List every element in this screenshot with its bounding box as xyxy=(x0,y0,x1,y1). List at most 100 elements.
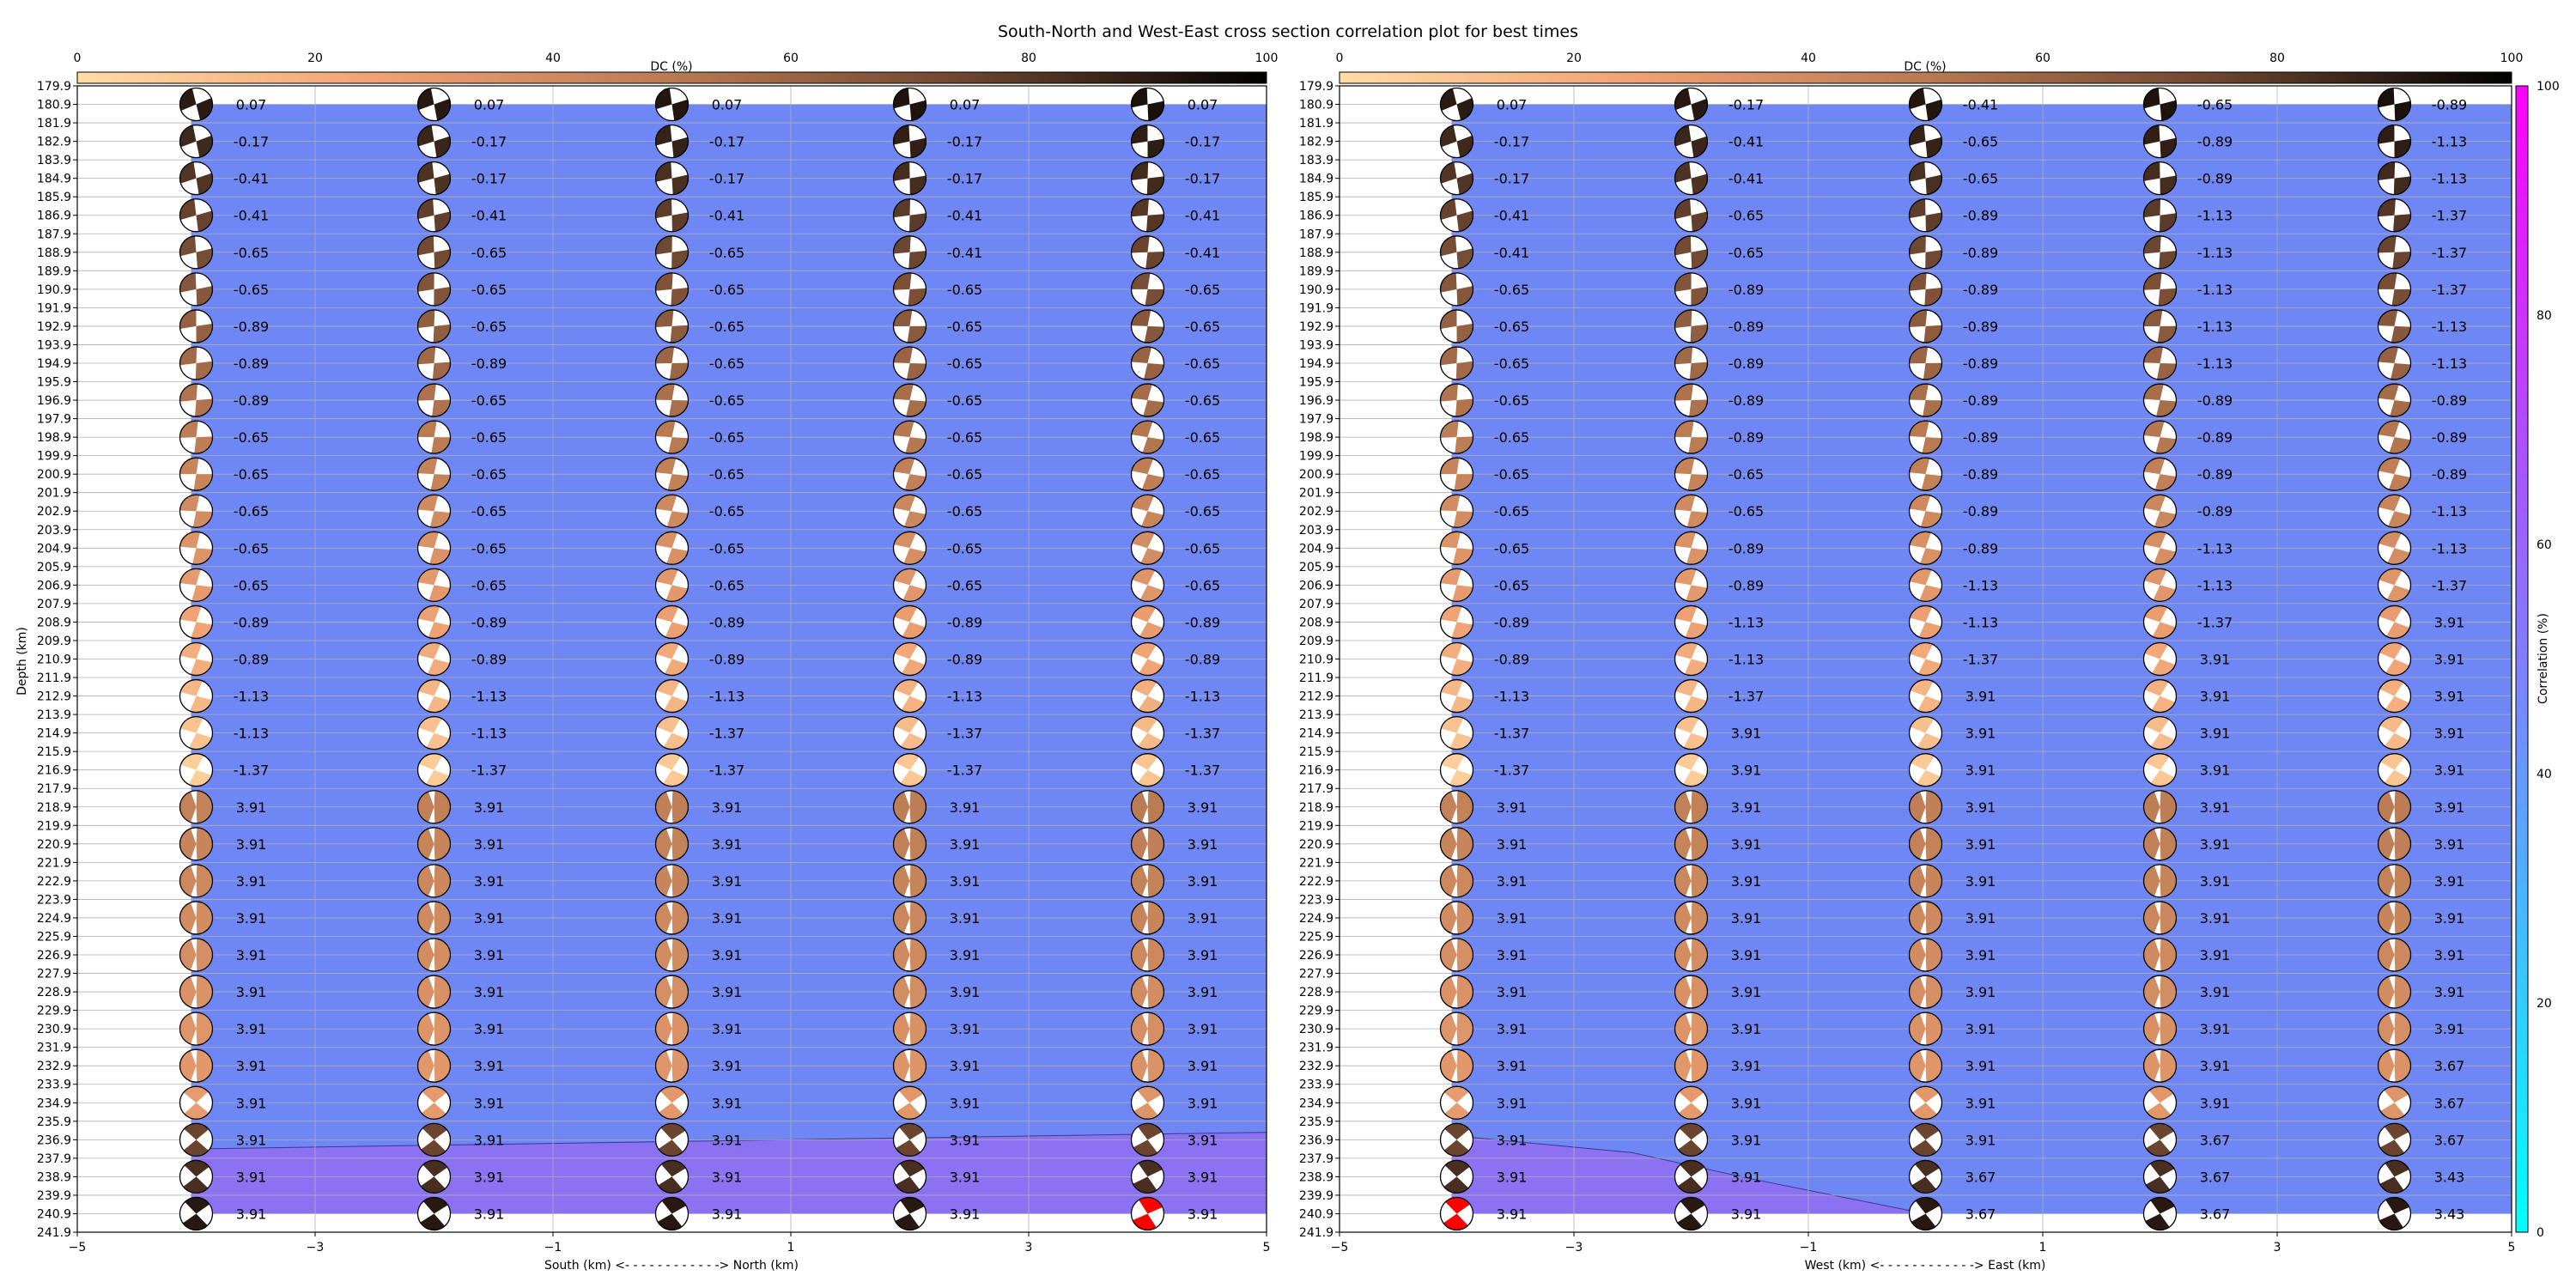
beachball xyxy=(654,901,690,935)
value-label: -0.17 xyxy=(1494,171,1529,187)
value-label: -0.65 xyxy=(1185,503,1220,519)
value-label: -1.13 xyxy=(2197,319,2233,335)
beachball xyxy=(179,272,214,307)
value-label: -0.89 xyxy=(1963,466,1998,483)
value-label: 3.91 xyxy=(236,1058,267,1074)
beachball xyxy=(892,1159,927,1194)
beachball xyxy=(179,568,214,603)
beachball xyxy=(892,605,927,640)
value-label: 3.91 xyxy=(474,836,505,853)
value-label: -0.65 xyxy=(1728,503,1764,519)
beachball xyxy=(2377,568,2412,603)
value-label: -0.65 xyxy=(709,466,744,483)
value-label: -0.89 xyxy=(1963,392,1998,409)
beachball xyxy=(654,494,690,528)
value-label: 3.91 xyxy=(474,947,505,963)
value-label: -0.89 xyxy=(2197,392,2233,409)
value-label: -0.89 xyxy=(2197,466,2233,483)
value-label: -0.17 xyxy=(709,171,744,187)
beachball xyxy=(654,753,690,787)
value-label: 3.91 xyxy=(2200,873,2231,890)
value-label: 0.07 xyxy=(474,97,505,113)
value-label: 3.91 xyxy=(1731,836,1762,853)
depth-tick-label: 190.9 xyxy=(1299,283,1334,297)
beachball xyxy=(416,198,452,233)
depth-tick-label: 234.9 xyxy=(37,1097,71,1110)
depth-tick-label: 193.9 xyxy=(37,338,71,352)
value-label: -0.89 xyxy=(1728,282,1764,298)
depth-tick-label: 189.9 xyxy=(37,264,71,278)
beachball xyxy=(179,1012,214,1046)
beachball xyxy=(1439,715,1474,750)
value-label: 3.91 xyxy=(1965,762,1996,779)
beachball xyxy=(654,346,690,380)
beachball xyxy=(1674,457,1709,491)
beachball xyxy=(416,715,452,750)
beachball xyxy=(179,494,214,528)
value-label: -1.13 xyxy=(234,726,269,742)
beachball xyxy=(179,346,214,380)
depth-tick-label: 213.9 xyxy=(1299,708,1334,722)
x-tick-label: 1 xyxy=(787,1241,795,1255)
value-label: 3.91 xyxy=(2434,726,2465,742)
beachball xyxy=(1130,346,1165,380)
value-label: -0.17 xyxy=(471,134,507,150)
depth-tick-label: 208.9 xyxy=(37,616,71,629)
beachball xyxy=(2377,641,2412,677)
beachball xyxy=(1674,753,1709,787)
value-label: -1.13 xyxy=(1185,689,1220,705)
depth-tick-label: 192.9 xyxy=(1299,320,1334,334)
value-label: -0.65 xyxy=(1494,355,1529,372)
beachball xyxy=(1130,827,1165,861)
beachball xyxy=(416,531,452,565)
beachball xyxy=(1130,605,1165,640)
beachball xyxy=(416,272,452,307)
beachball xyxy=(179,124,214,159)
value-label: -0.17 xyxy=(234,134,269,150)
value-label: -0.89 xyxy=(2432,392,2467,409)
value-label: -0.17 xyxy=(471,171,507,187)
value-label: -1.13 xyxy=(2432,134,2467,150)
depth-tick-label: 232.9 xyxy=(1299,1060,1334,1073)
beachball xyxy=(1439,87,1474,122)
value-label: 0.07 xyxy=(236,97,267,113)
beachball xyxy=(654,605,690,640)
depth-tick-label: 213.9 xyxy=(37,708,71,722)
value-label: 3.91 xyxy=(1188,1132,1218,1148)
value-label: 3.91 xyxy=(1965,836,1996,853)
x-tick-label: 3 xyxy=(1025,1241,1033,1255)
beachball xyxy=(179,1196,214,1231)
value-label: -0.65 xyxy=(947,577,982,593)
value-label: 3.91 xyxy=(1965,1132,1996,1148)
beachball xyxy=(892,715,927,750)
value-label: -0.89 xyxy=(2197,503,2233,519)
value-label: 3.91 xyxy=(1965,726,1996,742)
depth-tick-label: 227.9 xyxy=(37,968,71,981)
beachball xyxy=(1674,1085,1709,1120)
value-label: -0.65 xyxy=(709,392,744,409)
beachball xyxy=(892,420,927,454)
beachball xyxy=(654,1122,690,1157)
value-label: -0.89 xyxy=(1728,429,1764,446)
value-label: 3.91 xyxy=(474,1206,505,1222)
beachball xyxy=(416,87,452,122)
value-label: 3.91 xyxy=(2200,689,2231,705)
beachball xyxy=(892,198,927,233)
value-label: -0.65 xyxy=(471,503,507,519)
depth-tick-label: 218.9 xyxy=(1299,801,1334,815)
beachball xyxy=(892,161,927,196)
beachball xyxy=(2377,87,2412,122)
depth-tick-label: 206.9 xyxy=(1299,579,1334,592)
value-label: 3.91 xyxy=(1965,910,1996,927)
beachball xyxy=(1674,938,1709,972)
beachball xyxy=(654,457,690,491)
beachball xyxy=(1674,383,1709,417)
beachball xyxy=(2142,938,2178,972)
x-tick-label: −3 xyxy=(307,1241,325,1255)
value-label: 3.91 xyxy=(2200,910,2231,927)
value-label: -1.13 xyxy=(1494,689,1529,705)
value-label: 3.67 xyxy=(1965,1169,1996,1185)
value-label: -0.41 xyxy=(709,208,744,224)
beachball xyxy=(179,235,214,270)
dc-tick: 60 xyxy=(2035,52,2050,65)
